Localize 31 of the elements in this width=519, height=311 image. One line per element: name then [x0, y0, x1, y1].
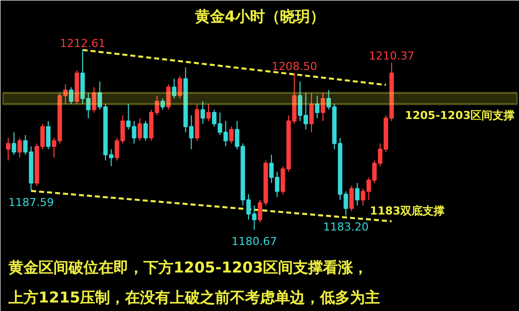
annotation: 1210.37: [368, 50, 414, 63]
candlestick: [68, 86, 74, 105]
candlestick: [160, 98, 165, 110]
candlestick: [46, 120, 50, 150]
annotation: 1208.50: [272, 60, 318, 74]
candlestick: [143, 120, 148, 142]
candlestick: [229, 126, 234, 144]
annotation: 1183.20: [323, 220, 369, 234]
candlestick: [12, 132, 16, 156]
candlestick: [315, 95, 320, 119]
candlestick: [200, 100, 205, 124]
annotation: 1212.61: [60, 36, 106, 50]
candlestick: [6, 137, 10, 161]
annotation: 1187.59: [8, 196, 54, 209]
candlestick: [138, 118, 142, 142]
text: 黄金区间破位在即，下方1205-1203区间支撑看涨，: [8, 258, 368, 276]
annotation: 1180.67: [232, 234, 278, 248]
candlestick: [349, 185, 354, 212]
chart-title: 黄金4小时（晓玥）: [194, 8, 326, 26]
candlestick: [206, 104, 211, 122]
annotation: 1183双底支撑: [370, 204, 444, 218]
candlestick: [172, 78, 176, 99]
candlestick: [309, 92, 314, 133]
candlestick: [166, 84, 171, 110]
candlestick: [17, 137, 22, 158]
text: 上方1215压制，在没有上破之前不考虑单边，低多为主: [8, 288, 380, 306]
band-label: 1205-1203区间支撑: [404, 109, 515, 122]
candlestick: [92, 86, 96, 114]
candlestick: [178, 75, 182, 99]
candlestick: [355, 182, 360, 206]
candlestick: [320, 92, 326, 122]
